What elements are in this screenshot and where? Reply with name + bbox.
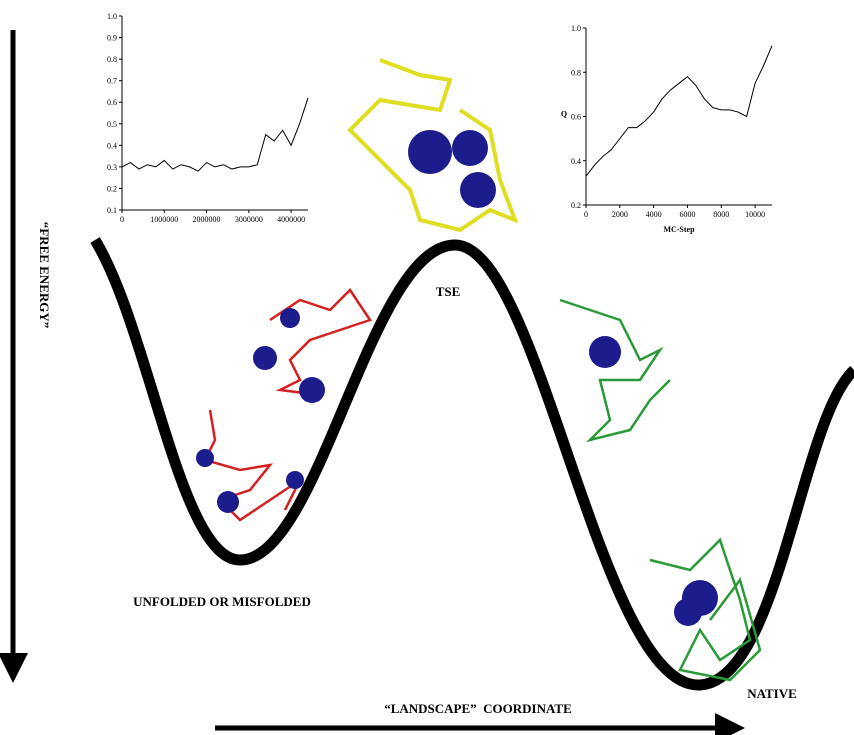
x-axis-title: MC-Step [663,225,695,234]
y-tick-label: 0.9 [107,34,117,43]
y-axis-title: Q [561,110,567,119]
x-tick-label: 3000000 [235,215,263,224]
x-tick-label: 2000 [612,210,628,219]
y-axis-label: “FREE ENERGY” [37,222,52,329]
x-axis-label: “LANDSCAPE” COORDINATE [384,701,572,716]
x-tick-label: 4000000 [277,215,305,224]
diagram: TSE UNFOLDED OR MISFOLDED NATIVE “LANDSC… [0,0,854,735]
y-tick-label: 0.4 [571,157,581,166]
x-tick-label: 6000 [679,210,695,219]
hydrophobic-cores [196,130,718,626]
x-tick-label: 2000000 [193,215,221,224]
y-tick-label: 1.0 [107,12,117,21]
x-tick-label: 0 [584,210,588,219]
y-tick-label: 0.8 [571,68,581,77]
tse-label: TSE [436,284,461,299]
native-label: NATIVE [747,686,797,701]
x-tick-label: 8000 [713,210,729,219]
native-like-protein [560,300,670,440]
y-tick-label: 0.8 [107,55,117,64]
series-line [586,46,772,177]
y-tick-label: 0.6 [571,113,581,122]
y-tick-label: 0.5 [107,120,117,129]
x-tick-label: 10000 [745,210,765,219]
unfolded-label: UNFOLDED OR MISFOLDED [133,594,311,609]
y-tick-label: 0.7 [107,77,117,86]
y-tick-label: 0.6 [107,98,117,107]
y-tick-label: 0.4 [107,141,117,150]
x-tick-label: 4000 [646,210,662,219]
y-tick-label: 0.3 [107,163,117,172]
y-tick-label: 0.2 [571,201,581,210]
y-tick-label: 0.1 [107,206,117,215]
x-tick-label: 1000000 [150,215,178,224]
y-tick-label: 1.0 [571,24,581,33]
y-tick-label: 0.2 [107,184,117,193]
x-tick-label: 0 [120,215,124,224]
series-line [122,98,308,171]
